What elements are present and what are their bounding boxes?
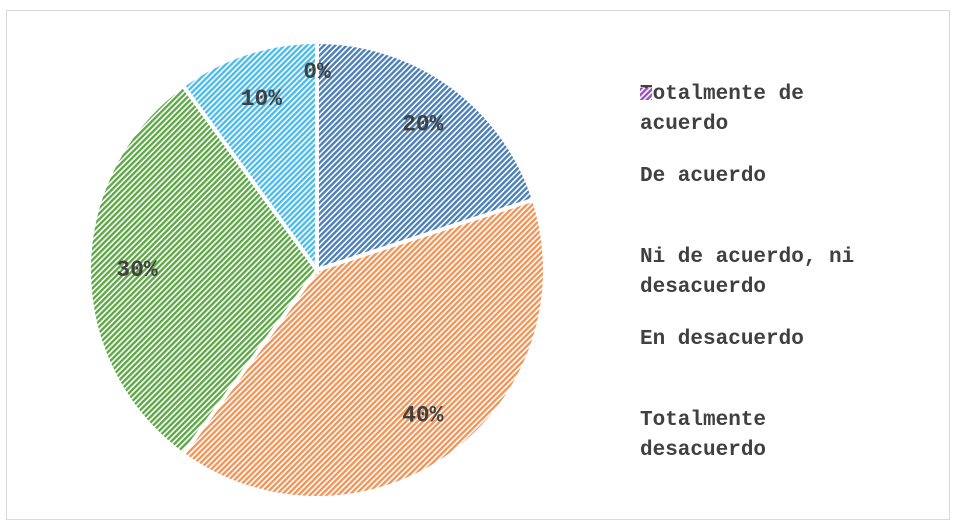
legend-swatch — [640, 88, 652, 100]
legend-item: De acuerdo — [640, 88, 890, 226]
legend-item: En desacuerdo — [640, 88, 890, 389]
legend: Totalmente de acuerdo De acuerdo Ni de acu… — [640, 80, 890, 470]
legend-label: Totalmente de acuerdo — [640, 83, 804, 136]
legend-label: Totalmente desacuerdo — [640, 409, 767, 462]
chart-frame — [6, 10, 950, 520]
legend-item: Totalmente de acuerdo — [640, 80, 890, 144]
pie-slice — [87, 82, 320, 458]
legend-label: Ni de acuerdo, ni desacuerdo — [640, 246, 855, 299]
data-label: 20% — [402, 111, 444, 137]
legend-item: Totalmente desacuerdo — [640, 88, 890, 470]
legend-label: En desacuerdo — [640, 327, 804, 351]
legend-item: Ni de acuerdo, ni desacuerdo — [640, 88, 890, 307]
pie-slice — [180, 39, 319, 277]
pie-slice — [180, 197, 547, 500]
data-label: 0% — [303, 59, 331, 85]
data-label: 30% — [116, 257, 158, 283]
pie-slice — [315, 39, 537, 273]
legend-label: De acuerdo — [640, 164, 767, 188]
data-label: 10% — [241, 86, 283, 112]
data-label: 40% — [402, 403, 444, 429]
